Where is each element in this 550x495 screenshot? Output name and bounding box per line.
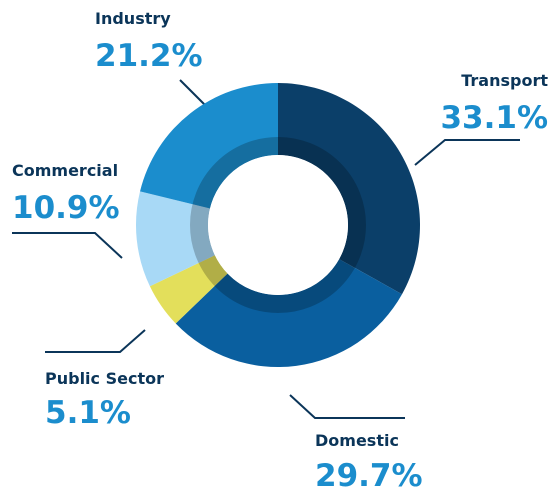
donut-segment [175, 259, 403, 367]
segment-name: Public Sector [45, 369, 164, 388]
segment-name: Domestic [315, 431, 399, 450]
leader-line [179, 79, 206, 106]
donut-segment [149, 255, 228, 324]
segment-name: Commercial [12, 161, 118, 180]
leader-line [414, 139, 520, 166]
segment-value: 5.1% [45, 395, 131, 431]
segment-value: 33.1% [440, 100, 548, 136]
donut-segment [140, 83, 278, 209]
leader-line [289, 394, 405, 419]
donut-segment [278, 83, 420, 295]
leader-line [45, 329, 146, 353]
segment-value: 29.7% [315, 458, 423, 494]
donut-hole [208, 155, 348, 295]
segment-name: Transport [461, 71, 548, 90]
inner-ring [190, 137, 366, 313]
segment-value: 10.9% [12, 190, 120, 226]
leader-line [12, 232, 123, 259]
donut-segment [135, 191, 215, 287]
segment-value: 21.2% [95, 38, 203, 74]
segment-name: Industry [95, 9, 171, 28]
